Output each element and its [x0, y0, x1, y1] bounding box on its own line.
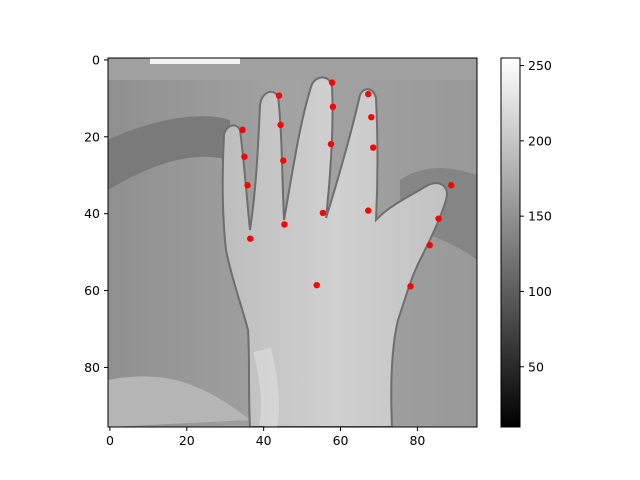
x-tick-label: 60: [333, 433, 349, 448]
colorbar-frame: [500, 57, 521, 428]
y-tick-label: 60: [84, 283, 100, 298]
keypoint-8: [328, 79, 336, 86]
y-tick-label: 20: [84, 129, 100, 144]
y-tick-label: 0: [92, 52, 100, 67]
keypoint-16: [448, 182, 455, 189]
keypoint-3: [247, 235, 254, 242]
x-tick-label: 0: [106, 433, 114, 448]
hand-image: [108, 58, 477, 427]
image-axes-frame: [107, 57, 478, 428]
keypoint-13: [368, 113, 375, 121]
colorbar-tick-label: 50: [528, 359, 544, 374]
keypoint-4: [275, 92, 283, 99]
keypoint-7: [281, 221, 288, 228]
colorbar-tick-label: 250: [528, 58, 552, 73]
keypoint-18: [426, 241, 433, 249]
keypoint-17: [435, 215, 442, 222]
keypoint-10: [327, 140, 335, 148]
keypoint-6: [280, 157, 287, 164]
y-tick-label: 80: [84, 360, 100, 375]
colorbar-tick-label: 150: [528, 209, 552, 224]
keypoint-11: [319, 209, 327, 217]
keypoint-5: [277, 121, 284, 129]
x-tick-label: 80: [409, 433, 425, 448]
x-tick-label: 20: [179, 433, 195, 448]
x-tick-label: 40: [256, 433, 272, 448]
keypoint-9: [329, 103, 337, 111]
keypoint-20: [313, 281, 320, 289]
keypoint-2: [244, 182, 251, 189]
keypoint-19: [407, 283, 414, 290]
keypoint-12: [365, 90, 372, 98]
keypoint-1: [241, 153, 248, 160]
colorbar-tick-label: 100: [528, 284, 552, 299]
colorbar: [501, 58, 520, 427]
keypoint-14: [370, 144, 377, 151]
colorbar-tick-label: 200: [528, 133, 552, 148]
y-tick-label: 40: [84, 206, 100, 221]
keypoint-0: [239, 126, 246, 134]
keypoint-15: [365, 207, 372, 214]
